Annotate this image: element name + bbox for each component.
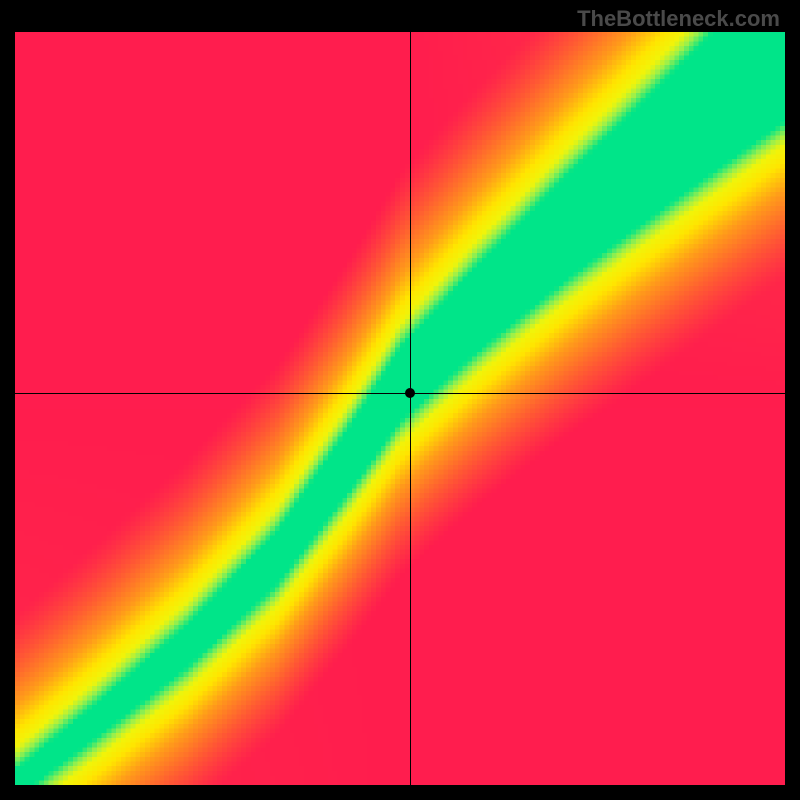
watermark-text: TheBottleneck.com	[577, 6, 780, 32]
plot-area	[15, 32, 785, 785]
crosshair-vertical	[410, 32, 411, 785]
marker-dot	[405, 388, 415, 398]
crosshair-horizontal	[15, 393, 785, 394]
heatmap-canvas	[15, 32, 785, 785]
